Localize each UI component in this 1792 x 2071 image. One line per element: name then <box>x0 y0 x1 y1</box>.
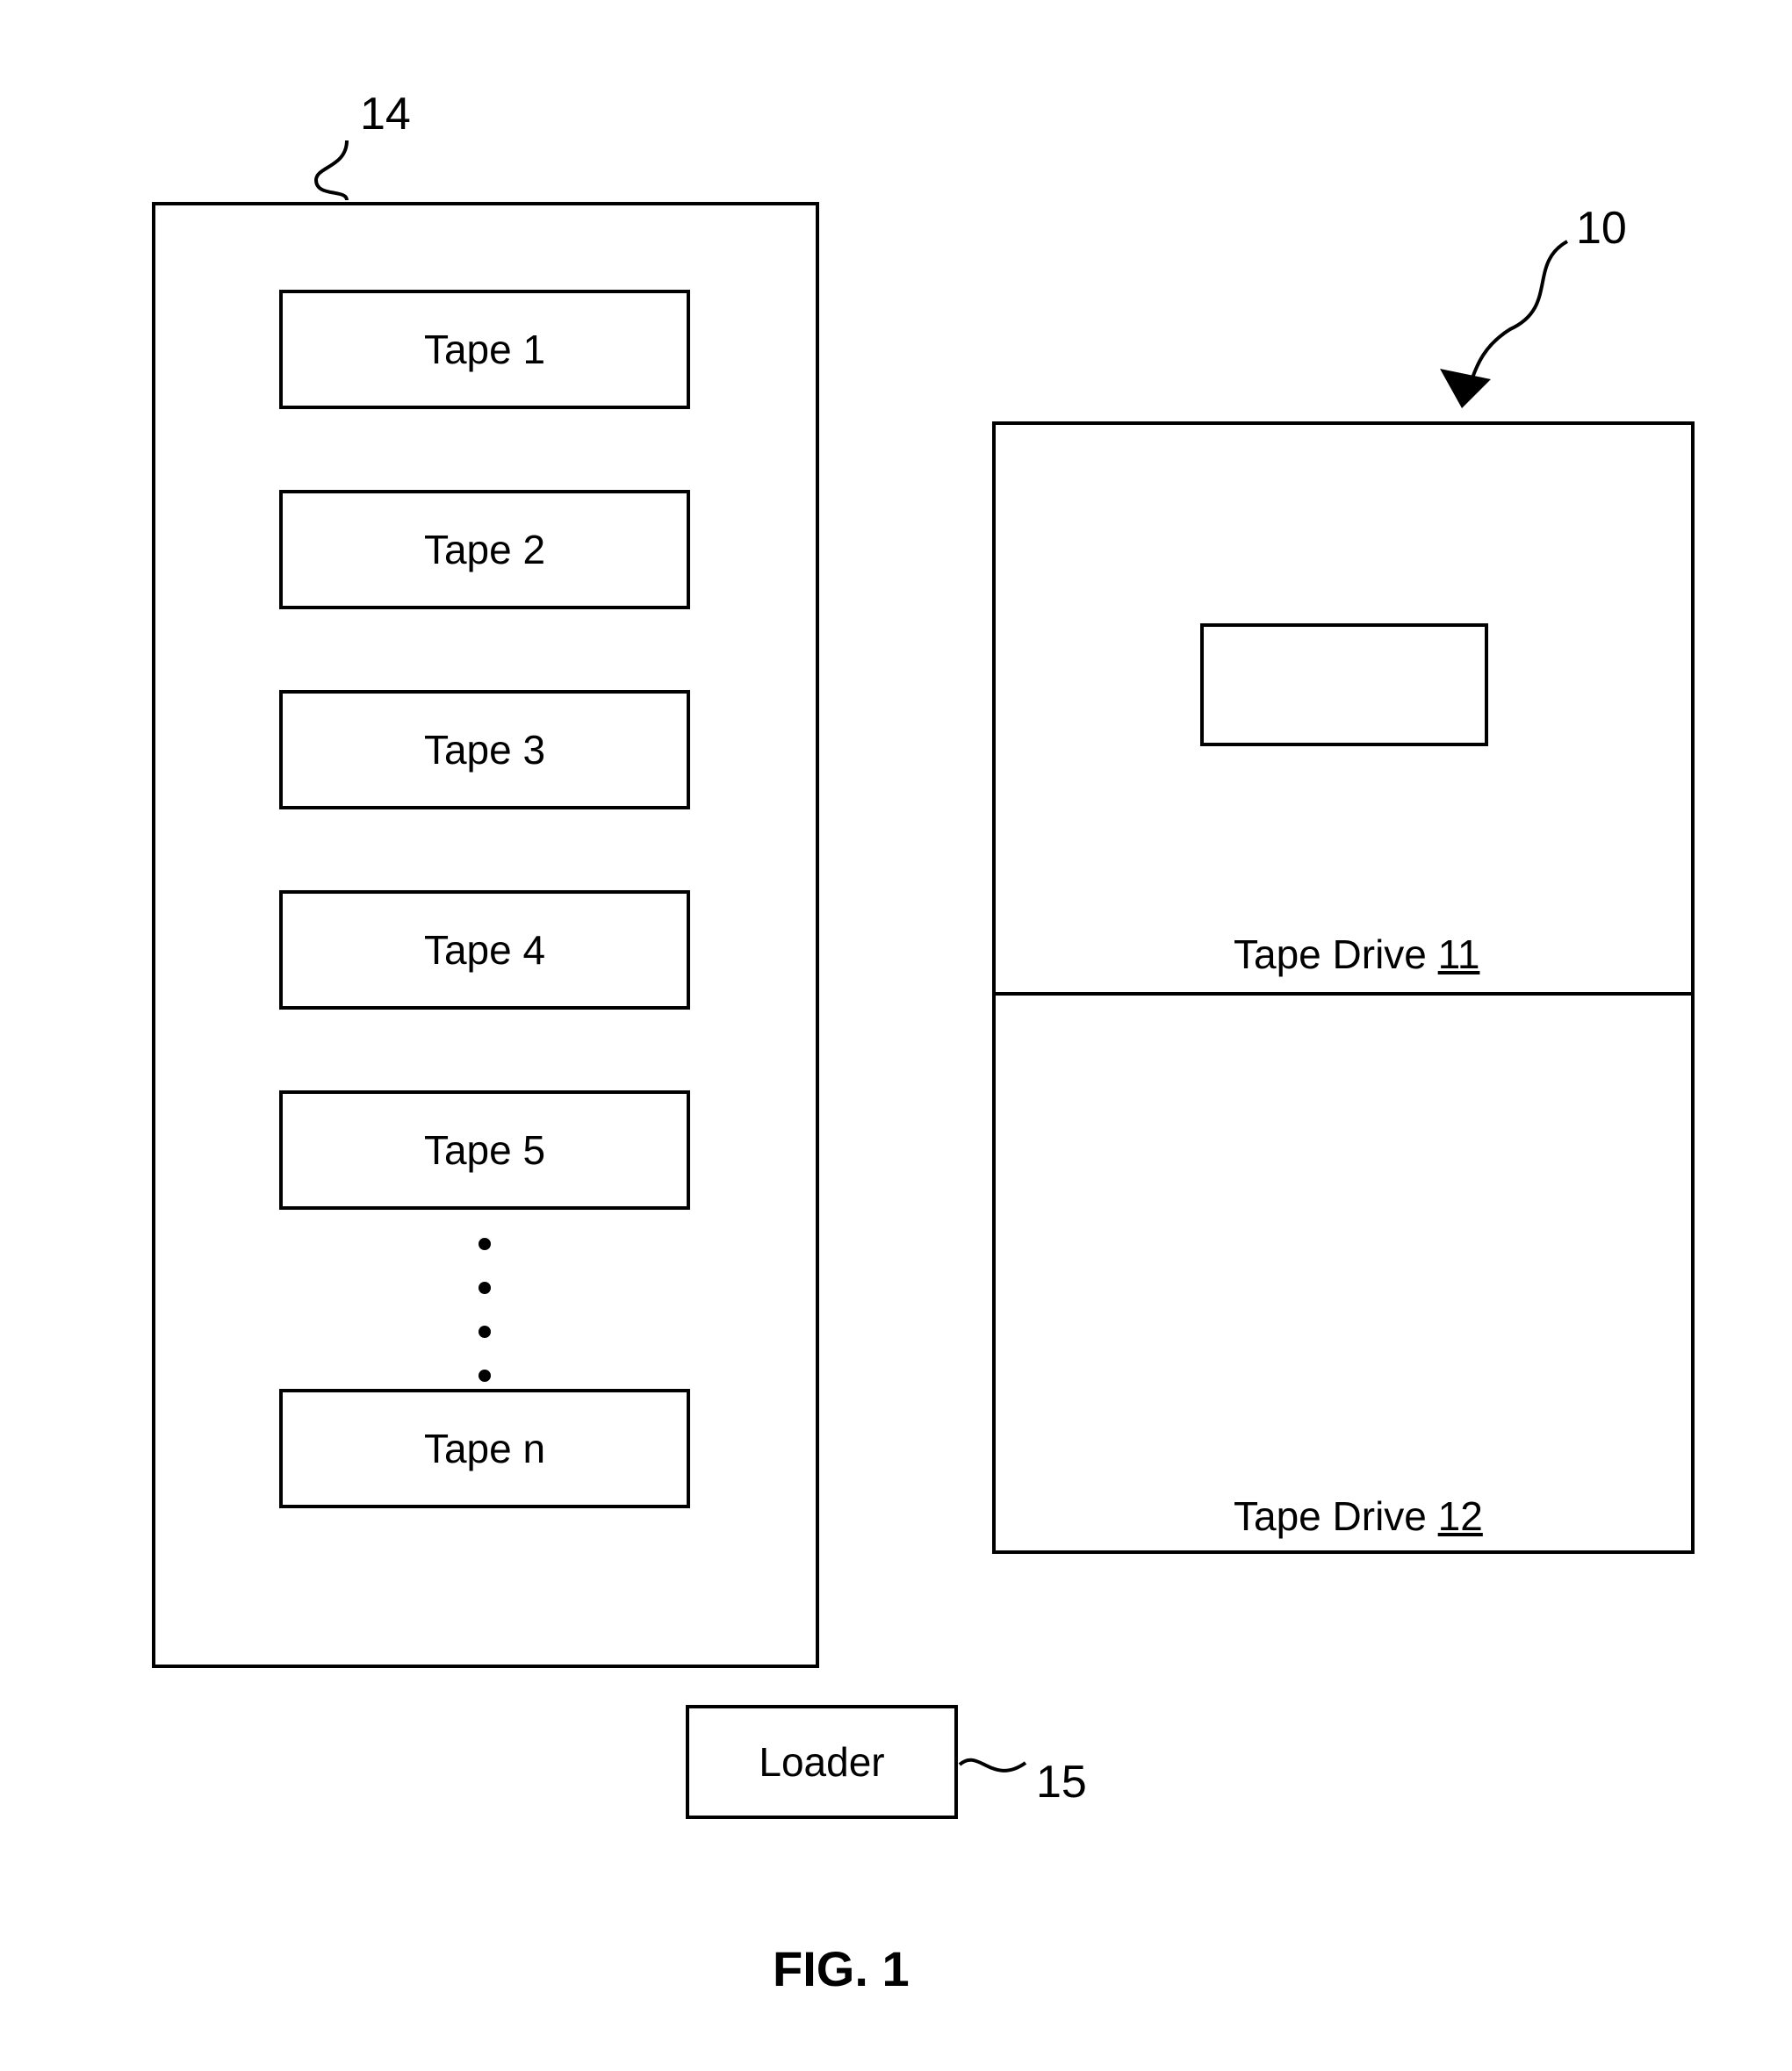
tape-slot-box <box>1200 623 1488 746</box>
pointer-14-curve <box>316 140 347 200</box>
ellipsis-dot <box>479 1282 491 1294</box>
tape-4-label: Tape 4 <box>424 926 545 974</box>
ref-10: 10 <box>1576 202 1627 255</box>
tape-1-box: Tape 1 <box>279 290 690 409</box>
drive-2-num: 12 <box>1438 1493 1483 1539</box>
drive-system-box <box>992 421 1695 1554</box>
loader-box: Loader <box>686 1705 958 1819</box>
tape-n-box: Tape n <box>279 1389 690 1508</box>
ellipsis-dot <box>479 1238 491 1250</box>
tape-n-label: Tape n <box>424 1425 545 1472</box>
figure-canvas: Tape 1 Tape 2 Tape 3 Tape 4 Tape 5 Tape … <box>0 0 1792 2071</box>
pointer-10-curve <box>1462 241 1567 404</box>
pointer-15-curve <box>960 1760 1026 1771</box>
loader-label: Loader <box>759 1738 884 1786</box>
tape-3-label: Tape 3 <box>424 726 545 773</box>
tape-2-label: Tape 2 <box>424 526 545 573</box>
tape-4-box: Tape 4 <box>279 890 690 1010</box>
tape-drive-2-label: Tape Drive 12 <box>1234 1492 1483 1540</box>
drive-1-text: Tape Drive <box>1234 931 1427 977</box>
ref-15: 15 <box>1036 1756 1087 1809</box>
drive-divider <box>992 992 1695 996</box>
tape-3-box: Tape 3 <box>279 690 690 809</box>
tape-5-box: Tape 5 <box>279 1090 690 1210</box>
ref-14: 14 <box>360 88 411 140</box>
drive-2-text: Tape Drive <box>1234 1493 1427 1539</box>
tape-1-label: Tape 1 <box>424 326 545 373</box>
tape-drive-1-label: Tape Drive 11 <box>1234 931 1479 978</box>
pointer-10-arrowhead <box>1440 369 1491 408</box>
ellipsis-dot <box>479 1370 491 1382</box>
drive-1-num: 11 <box>1438 931 1480 977</box>
figure-label: FIG. 1 <box>773 1940 910 1997</box>
tape-2-box: Tape 2 <box>279 490 690 609</box>
tape-5-label: Tape 5 <box>424 1126 545 1174</box>
ellipsis-dot <box>479 1326 491 1338</box>
